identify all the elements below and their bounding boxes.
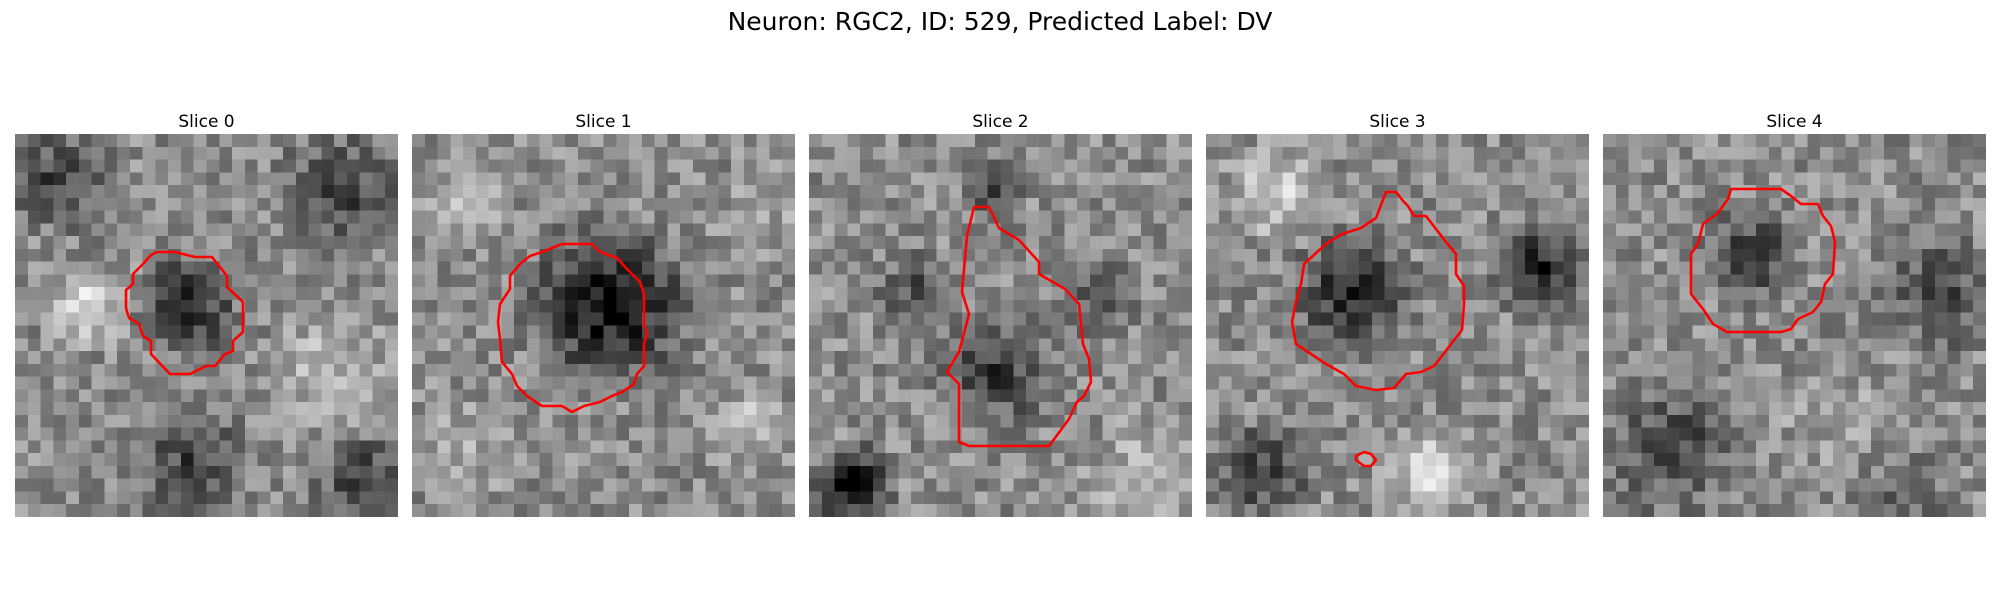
grayscale-image-2 <box>809 134 1192 517</box>
slice-panel-1: Slice 1 <box>412 110 795 517</box>
roi-contour-overlay-4 <box>1689 187 1837 334</box>
slice-panel-4: Slice 4 <box>1603 110 1986 517</box>
roi-contour-4 <box>1689 187 1837 334</box>
roi-contour-overlay-0 <box>124 250 245 376</box>
roi-contour-small-3 <box>1354 450 1378 468</box>
slice-title-4: Slice 4 <box>1766 112 1823 132</box>
slice-image-1 <box>412 134 795 517</box>
figure-title: Neuron: RGC2, ID: 529, Predicted Label: … <box>727 7 1273 36</box>
grayscale-image-3 <box>1206 134 1589 517</box>
grayscale-image-1 <box>412 134 795 517</box>
roi-contour-2 <box>945 205 1093 448</box>
slice-panel-0: Slice 0 <box>15 110 398 517</box>
slice-title-0: Slice 0 <box>178 112 235 132</box>
grayscale-image-0 <box>15 134 398 517</box>
slice-panel-2: Slice 2 <box>809 110 1192 517</box>
slice-image-3 <box>1206 134 1589 517</box>
slice-image-4 <box>1603 134 1986 517</box>
slice-title-1: Slice 1 <box>575 112 632 132</box>
slice-image-2 <box>809 134 1192 517</box>
roi-contour-overlay-3 <box>1290 190 1466 468</box>
slice-title-2: Slice 2 <box>972 112 1029 132</box>
roi-contour-1 <box>496 242 649 414</box>
roi-contour-overlay-2 <box>945 205 1093 448</box>
roi-contour-0 <box>124 250 245 376</box>
slice-panel-3: Slice 3 <box>1206 110 1589 517</box>
slice-title-3: Slice 3 <box>1369 112 1426 132</box>
slice-image-0 <box>15 134 398 517</box>
roi-contour-overlay-1 <box>496 242 649 414</box>
roi-contour-3 <box>1290 190 1466 392</box>
